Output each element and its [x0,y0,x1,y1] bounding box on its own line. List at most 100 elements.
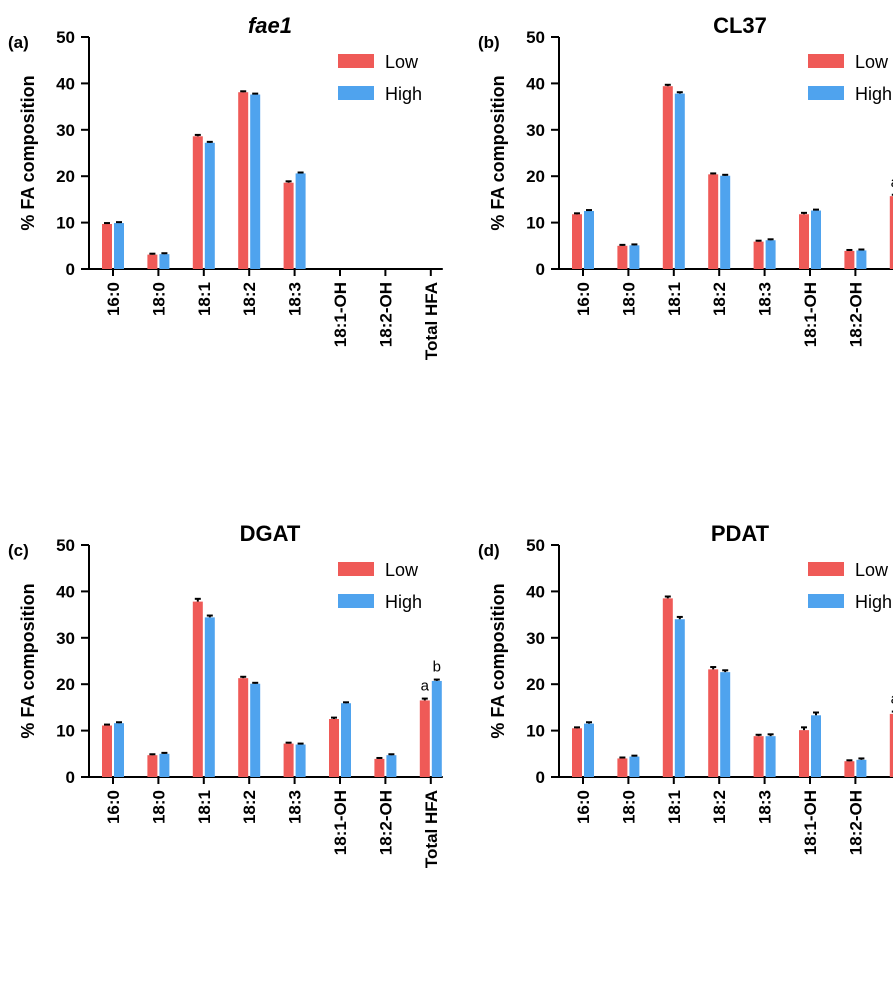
x-tick-label: 16:0 [104,790,123,824]
legend-swatch [808,86,844,100]
bar [238,678,249,777]
y-tick-label: 30 [526,121,545,140]
x-tick-label: 16:0 [574,282,593,316]
bar [204,617,215,777]
x-tick-label: Total HFA [422,282,441,360]
x-tick-label: 18:1 [665,790,684,824]
x-tick-label: 18:3 [756,790,775,824]
bar [159,254,170,269]
y-tick-label: 50 [526,536,545,555]
y-tick-label: 40 [56,74,75,93]
y-tick-label: 0 [536,260,545,279]
y-tick-label: 50 [526,28,545,47]
legend-swatch [338,86,374,100]
bar [238,92,249,269]
chart-title: DGAT [240,521,301,546]
legend-label: Low [385,52,419,72]
bar [147,755,158,777]
x-tick-label: 18:3 [286,282,305,316]
panel-label: (c) [8,541,29,560]
x-tick-label: 18:2 [240,790,259,824]
y-tick-label: 40 [526,74,545,93]
y-tick-label: 20 [526,167,545,186]
y-tick-label: 20 [526,675,545,694]
x-tick-label: 18:0 [619,790,638,824]
bar [419,700,430,777]
panel-label: (d) [478,541,500,560]
bar [708,669,719,777]
y-tick-label: 30 [56,629,75,648]
y-tick-label: 20 [56,167,75,186]
x-tick-label: 18:2-OH [846,282,865,347]
bar [844,761,855,777]
bar [629,245,640,269]
chart-panel: (a) fae1 % FA composition 0 10 20 30 40 50 16:0 18… [8,13,443,360]
bar [102,725,112,777]
panel-label: (b) [478,33,500,52]
bar [431,680,442,777]
y-tick-label: 20 [56,675,75,694]
bar [811,210,821,269]
bar [295,744,306,777]
x-tick-label: 16:0 [574,790,593,824]
bar [629,756,640,777]
bar [114,223,124,269]
bar [386,755,397,777]
bar [662,86,673,270]
bar [674,619,685,777]
bar [799,730,809,777]
bar [765,736,776,777]
x-tick-label: 18:1 [195,282,214,316]
x-tick-label: 18:2 [710,790,729,824]
significance-letter: a [421,678,430,695]
bar [662,598,673,777]
bar [329,719,339,777]
bar [114,723,124,777]
x-tick-label: 18:3 [756,282,775,316]
chart-title: CL37 [713,13,767,38]
x-tick-label: 18:0 [619,282,638,316]
y-tick-label: 40 [526,582,545,601]
x-tick-label: Total HFA [892,790,893,868]
legend-label: High [855,84,892,104]
bar [147,254,158,269]
bar [856,759,867,777]
x-tick-label: 16:0 [104,282,123,316]
y-axis-label: % FA composition [18,75,38,230]
legend-swatch [338,54,374,68]
bar [708,174,719,269]
legend-label: Low [855,52,889,72]
bar [720,175,731,269]
significance-letter: b [433,659,441,676]
bar [192,136,203,269]
y-axis-label: % FA composition [18,583,38,738]
legend-label: High [385,84,422,104]
bar [374,758,385,777]
x-tick-label: 18:1-OH [801,282,820,347]
y-axis-label: % FA composition [488,583,508,738]
chart-panel: (d) PDAT % FA composition 0 10 20 30 40 50 16:0 18… [478,521,893,868]
bar [811,715,821,777]
bar [856,250,867,269]
y-tick-label: 30 [526,629,545,648]
bar [765,240,776,269]
chart-panel: (c) DGAT % FA composition 0 10 20 30 40 50 16:0 18… [8,521,443,868]
bar [102,223,112,269]
chart-title: PDAT [711,521,770,546]
y-tick-label: 50 [56,28,75,47]
y-tick-label: 50 [56,536,75,555]
y-tick-label: 10 [526,214,545,233]
x-tick-label: Total HFA [892,282,893,360]
bar [617,245,628,269]
legend-swatch [338,562,374,576]
x-tick-label: Total HFA [422,790,441,868]
bar [753,241,764,269]
x-tick-label: 18:2-OH [376,790,395,855]
x-tick-label: 18:1 [195,790,214,824]
panel-label: (a) [8,33,29,52]
legend-label: High [385,592,422,612]
legend-swatch [338,594,374,608]
bar [799,214,809,269]
bar [572,728,582,777]
x-tick-label: 18:3 [286,790,305,824]
